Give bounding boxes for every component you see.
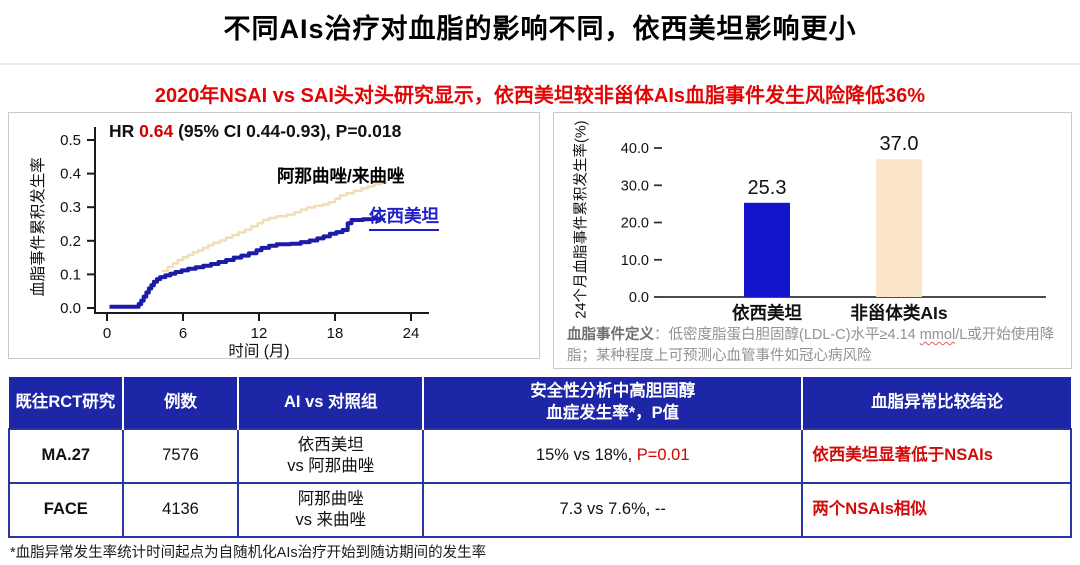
svg-text:20.0: 20.0: [621, 216, 649, 232]
cell-rate: 7.3 vs 7.6%, --: [422, 482, 804, 538]
header-comparison: AI vs 对照组: [238, 377, 425, 429]
definition-body-pre: 低密度脂蛋白胆固醇(LDL-C)水平≥4.14: [668, 327, 920, 343]
header-n: 例数: [122, 377, 240, 429]
km-y-axis-label: 血脂事件累积发生率: [30, 157, 47, 297]
rate-plain: 7.3 vs 7.6%, --: [559, 500, 666, 519]
svg-text:0: 0: [103, 325, 111, 342]
svg-text:25.3: 25.3: [748, 177, 787, 199]
svg-text:0.0: 0.0: [60, 300, 81, 317]
svg-text:0.1: 0.1: [60, 266, 81, 283]
svg-text:非甾体类AIs: 非甾体类AIs: [850, 303, 947, 323]
svg-text:40.0: 40.0: [621, 141, 649, 157]
hr-prefix: HR: [109, 121, 140, 141]
header-study: 既往RCT研究: [9, 377, 124, 429]
cell-study: FACE: [8, 482, 124, 538]
km-plot-svg: 0.0 0.1 0.2 0.3 0.4 0.5 0 6 12 18 24 时间 (月): [60, 127, 429, 360]
table-row: FACE 4136 阿那曲唑 vs 来曲唑 7.3 vs 7.6%, -- 两个…: [8, 482, 1072, 538]
cell-n: 4136: [121, 482, 240, 538]
definition-unit: mmol: [919, 327, 956, 343]
cell-conclusion: 依西美坦显著低于NSAIs: [801, 428, 1072, 484]
bar-y-axis-label: 24个月血脂事件累积发生率(%): [573, 120, 590, 319]
anastrozole-letrozole-series-label: 阿那曲唑/来曲唑: [277, 166, 405, 186]
exemestane-series-label: 依西美坦: [369, 203, 439, 231]
page-title: 不同AIs治疗对血脂的影响不同，依西美坦影响更小: [223, 14, 857, 44]
hr-suffix: (95% CI 0.44-0.93), P=0.018: [173, 121, 402, 141]
header-rate: 安全性分析中高胆固醇 血症发生率*，P值: [423, 377, 804, 429]
definition-label: 血脂事件定义: [567, 327, 654, 343]
svg-text:18: 18: [327, 325, 344, 342]
study-headline: 2020年NSAI vs SAI头对头研究显示，依西美坦较非甾体AIs血脂事件发…: [154, 85, 926, 107]
bar-plot-svg: 0.0 10.0 20.0 30.0 40.0 25.3 依西美坦 37.0 非甾体类AIs: [621, 133, 1046, 323]
hr-value: 0.64: [139, 121, 174, 141]
table-header-row: 既往RCT研究 例数 AI vs 对照组 安全性分析中高胆固醇 血症发生率*，P…: [9, 377, 1071, 429]
km-chart-panel: 0.0 0.1 0.2 0.3 0.4 0.5 0 6 12 18 24 时间 (月) 血脂事件累积发…: [8, 112, 540, 360]
svg-text:0.4: 0.4: [60, 166, 81, 183]
rct-comparison-table: 既往RCT研究 例数 AI vs 对照组 安全性分析中高胆固醇 血症发生率*，P…: [8, 377, 1072, 538]
bar-chart-panel: 0.0 10.0 20.0 30.0 40.0 25.3 依西美坦 37.0 非甾体类AIs 2…: [553, 112, 1072, 369]
svg-text:时间 (月): 时间 (月): [228, 342, 289, 360]
svg-text:10.0: 10.0: [621, 253, 649, 269]
svg-text:37.0: 37.0: [880, 133, 919, 155]
rate-plain: 15% vs 18%,: [535, 446, 637, 465]
svg-text:0.3: 0.3: [60, 199, 81, 216]
cell-n: 7576: [121, 428, 240, 484]
definition-body-post: /L或开始使用降脂；某种程度上可预测心血管事件如冠心病风险: [567, 327, 1055, 364]
svg-text:依西美坦: 依西美坦: [732, 303, 802, 323]
lipid-event-definition: 血脂事件定义：低密度脂蛋白胆固醇(LDL-C)水平≥4.14 mmol/L或开始…: [567, 325, 1065, 366]
cell-comparison: 阿那曲唑 vs 来曲唑: [237, 482, 425, 538]
cell-comparison: 依西美坦 vs 阿那曲唑: [237, 428, 425, 484]
definition-colon: ：: [654, 327, 669, 343]
cell-conclusion: 两个NSAIs相似: [801, 482, 1072, 538]
footnote: *血脂异常发生率统计时间起点为自随机化AIs治疗开始到随访期间的发生率: [10, 545, 487, 561]
rate-pvalue: P=0.01: [636, 446, 690, 465]
hr-annotation: HR 0.64 (95% CI 0.44-0.93), P=0.018: [109, 121, 401, 142]
svg-text:6: 6: [179, 325, 187, 342]
cell-study: MA.27: [8, 428, 124, 484]
svg-text:12: 12: [251, 325, 268, 342]
svg-text:24: 24: [403, 325, 420, 342]
header-conclusion: 血脂异常比较结论: [802, 377, 1071, 429]
svg-text:0.0: 0.0: [629, 290, 649, 306]
table-row: MA.27 7576 依西美坦 vs 阿那曲唑 15% vs 18%, P=0.…: [8, 428, 1072, 484]
title-divider: [0, 63, 1080, 65]
svg-text:0.2: 0.2: [60, 233, 81, 250]
svg-text:30.0: 30.0: [621, 178, 649, 194]
svg-text:0.5: 0.5: [60, 132, 81, 149]
cell-rate: 15% vs 18%, P=0.01: [422, 428, 804, 484]
